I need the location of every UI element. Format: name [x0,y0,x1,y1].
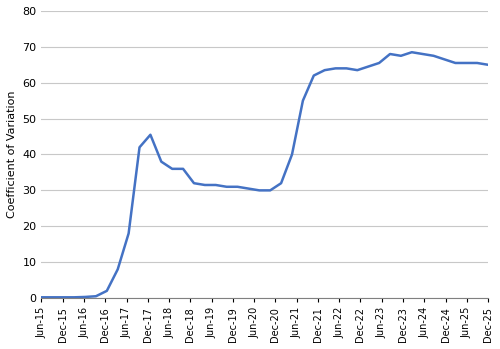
Y-axis label: Coefficient of Variation: Coefficient of Variation [7,91,17,218]
